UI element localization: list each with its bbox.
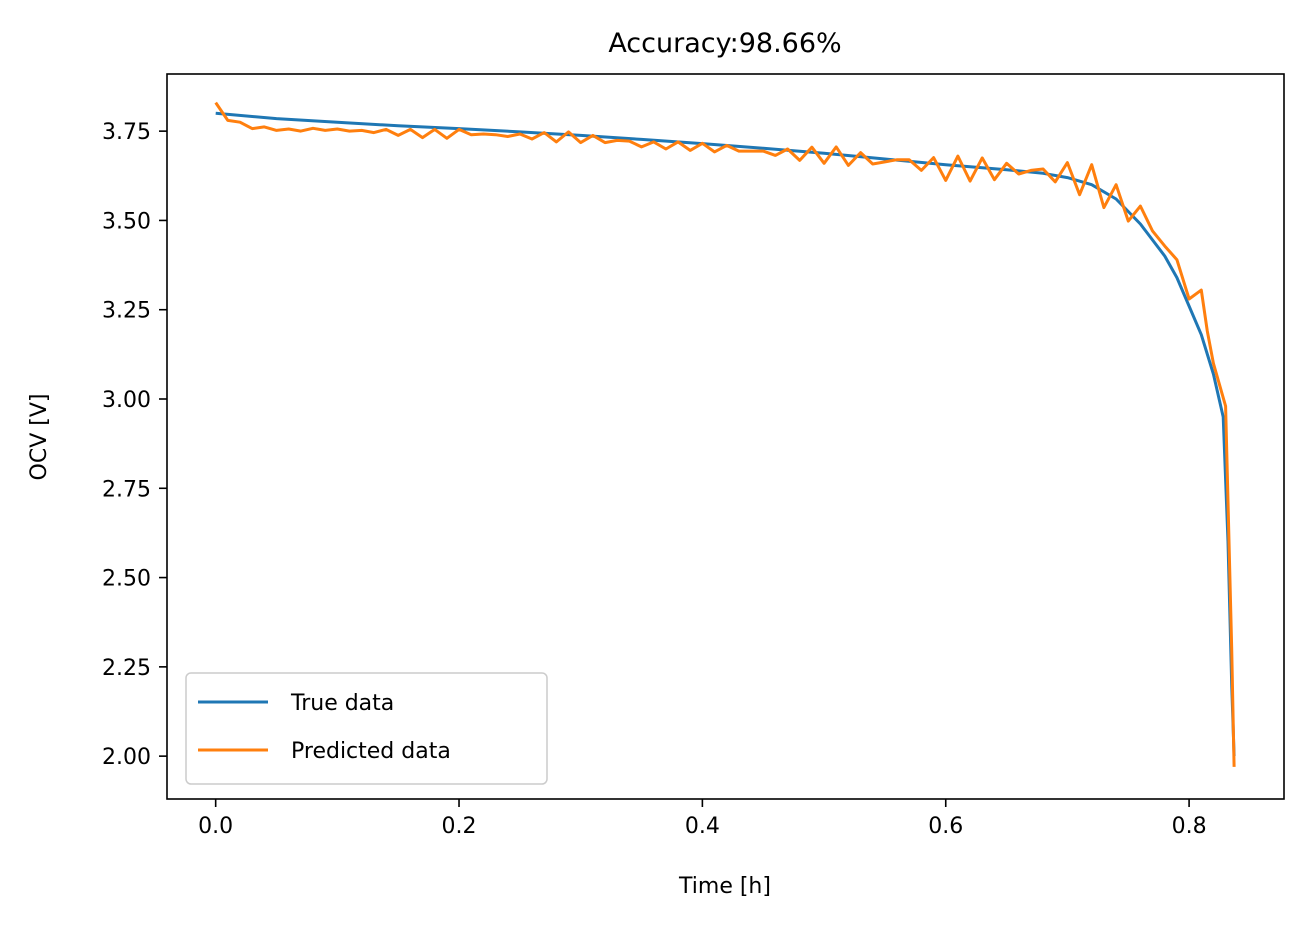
y-tick-label: 2.75 [102,477,151,502]
x-tick-label: 0.2 [442,814,477,839]
x-axis-label: Time [h] [678,874,771,899]
x-axis-ticks: 0.0 0.2 0.4 0.6 0.8 [198,799,1207,839]
x-tick-label: 0.4 [685,814,720,839]
y-tick-label: 3.00 [102,388,151,413]
series-line-predicted-data [214,101,1236,767]
series-layer [214,101,1236,767]
y-axis-ticks: 2.00 2.25 2.50 2.75 3.00 3.25 3.50 3.75 [102,120,167,770]
y-tick-label: 3.25 [102,299,151,324]
x-tick-label: 0.8 [1172,814,1207,839]
y-tick-label: 3.50 [102,209,151,234]
y-tick-label: 3.75 [102,120,151,145]
x-tick-label: 0.0 [198,814,233,839]
legend-box [185,672,548,785]
y-tick-label: 2.25 [102,656,151,681]
legend-label-true-data: True data [290,691,394,716]
chart-title: Accuracy:98.66% [608,28,841,59]
legend: True data Predicted data [185,672,548,785]
legend-label-predicted-data: Predicted data [291,739,451,764]
plot-frame [166,73,1285,800]
y-axis-label: OCV [V] [27,394,52,481]
y-tick-label: 2.00 [102,745,151,770]
x-tick-label: 0.6 [928,814,963,839]
y-tick-label: 2.50 [102,567,151,592]
